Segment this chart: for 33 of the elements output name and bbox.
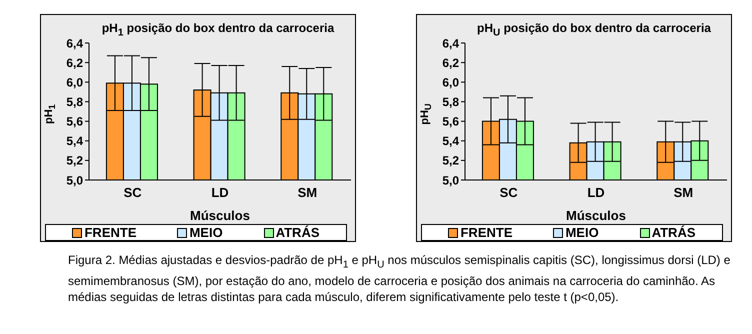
y-tick-label: 6,4 <box>66 36 84 50</box>
chart-title: pH$_{1}$ posição do box dentro da carroceria <box>102 21 334 38</box>
legend-label: FRENTE <box>459 225 512 240</box>
y-tick-label: 5,0 <box>66 173 84 188</box>
x-tick-label: SC <box>124 185 142 200</box>
y-tick-label: 5,0 <box>442 173 460 188</box>
y-tick-label: 5,6 <box>66 114 84 129</box>
x-tick-label: SM <box>674 185 694 200</box>
y-tick-label: 5,2 <box>442 154 460 168</box>
chart-title: pH$_{U}$ posição do box dentro da carroceria <box>477 21 711 38</box>
y-tick-label: 6,0 <box>442 75 460 90</box>
y-tick-label: 6,2 <box>442 56 460 70</box>
x-axis-title: Músculos <box>566 208 626 223</box>
x-tick-label: LD <box>211 185 229 200</box>
y-tick-label: 6,2 <box>66 56 84 70</box>
y-tick-label: 5,2 <box>66 154 84 168</box>
y-tick-label: 5,8 <box>66 94 84 109</box>
y-tick-label: 5,4 <box>442 134 460 148</box>
y-tick-label: 6,0 <box>66 75 84 90</box>
x-tick-label: SC <box>500 185 518 200</box>
x-axis-title: Músculos <box>190 208 250 223</box>
y-tick-label: 6,4 <box>442 36 460 50</box>
legend-label: MEIO <box>564 225 599 240</box>
legend-label: ATRÁS <box>274 225 320 240</box>
legend-label: FRENTE <box>83 225 136 240</box>
x-tick-label: SM <box>298 185 318 200</box>
x-tick-label: LD <box>587 185 605 200</box>
y-tick-label: 5,6 <box>442 114 460 129</box>
y-tick-label: 5,4 <box>66 134 84 148</box>
text: Figura 2. Médias ajustadas e desvios-padrão de pH$_{1}$ e pH$_{U}$ nos músculos semispinalis capitis (SC), longissimus dorsi (LD) e semimembranosus (SM), por estação do ano, modelo de carroceria e posição dos animais na carroceria do caminhão. As médias seguidas de letras distintas para cada músculo, diferem significativamente pelo teste t (p<0,05). <box>68 252 732 306</box>
legend-label: MEIO <box>188 225 223 240</box>
y-tick-label: 5,8 <box>442 94 460 109</box>
legend-label: ATRÁS <box>650 225 696 240</box>
